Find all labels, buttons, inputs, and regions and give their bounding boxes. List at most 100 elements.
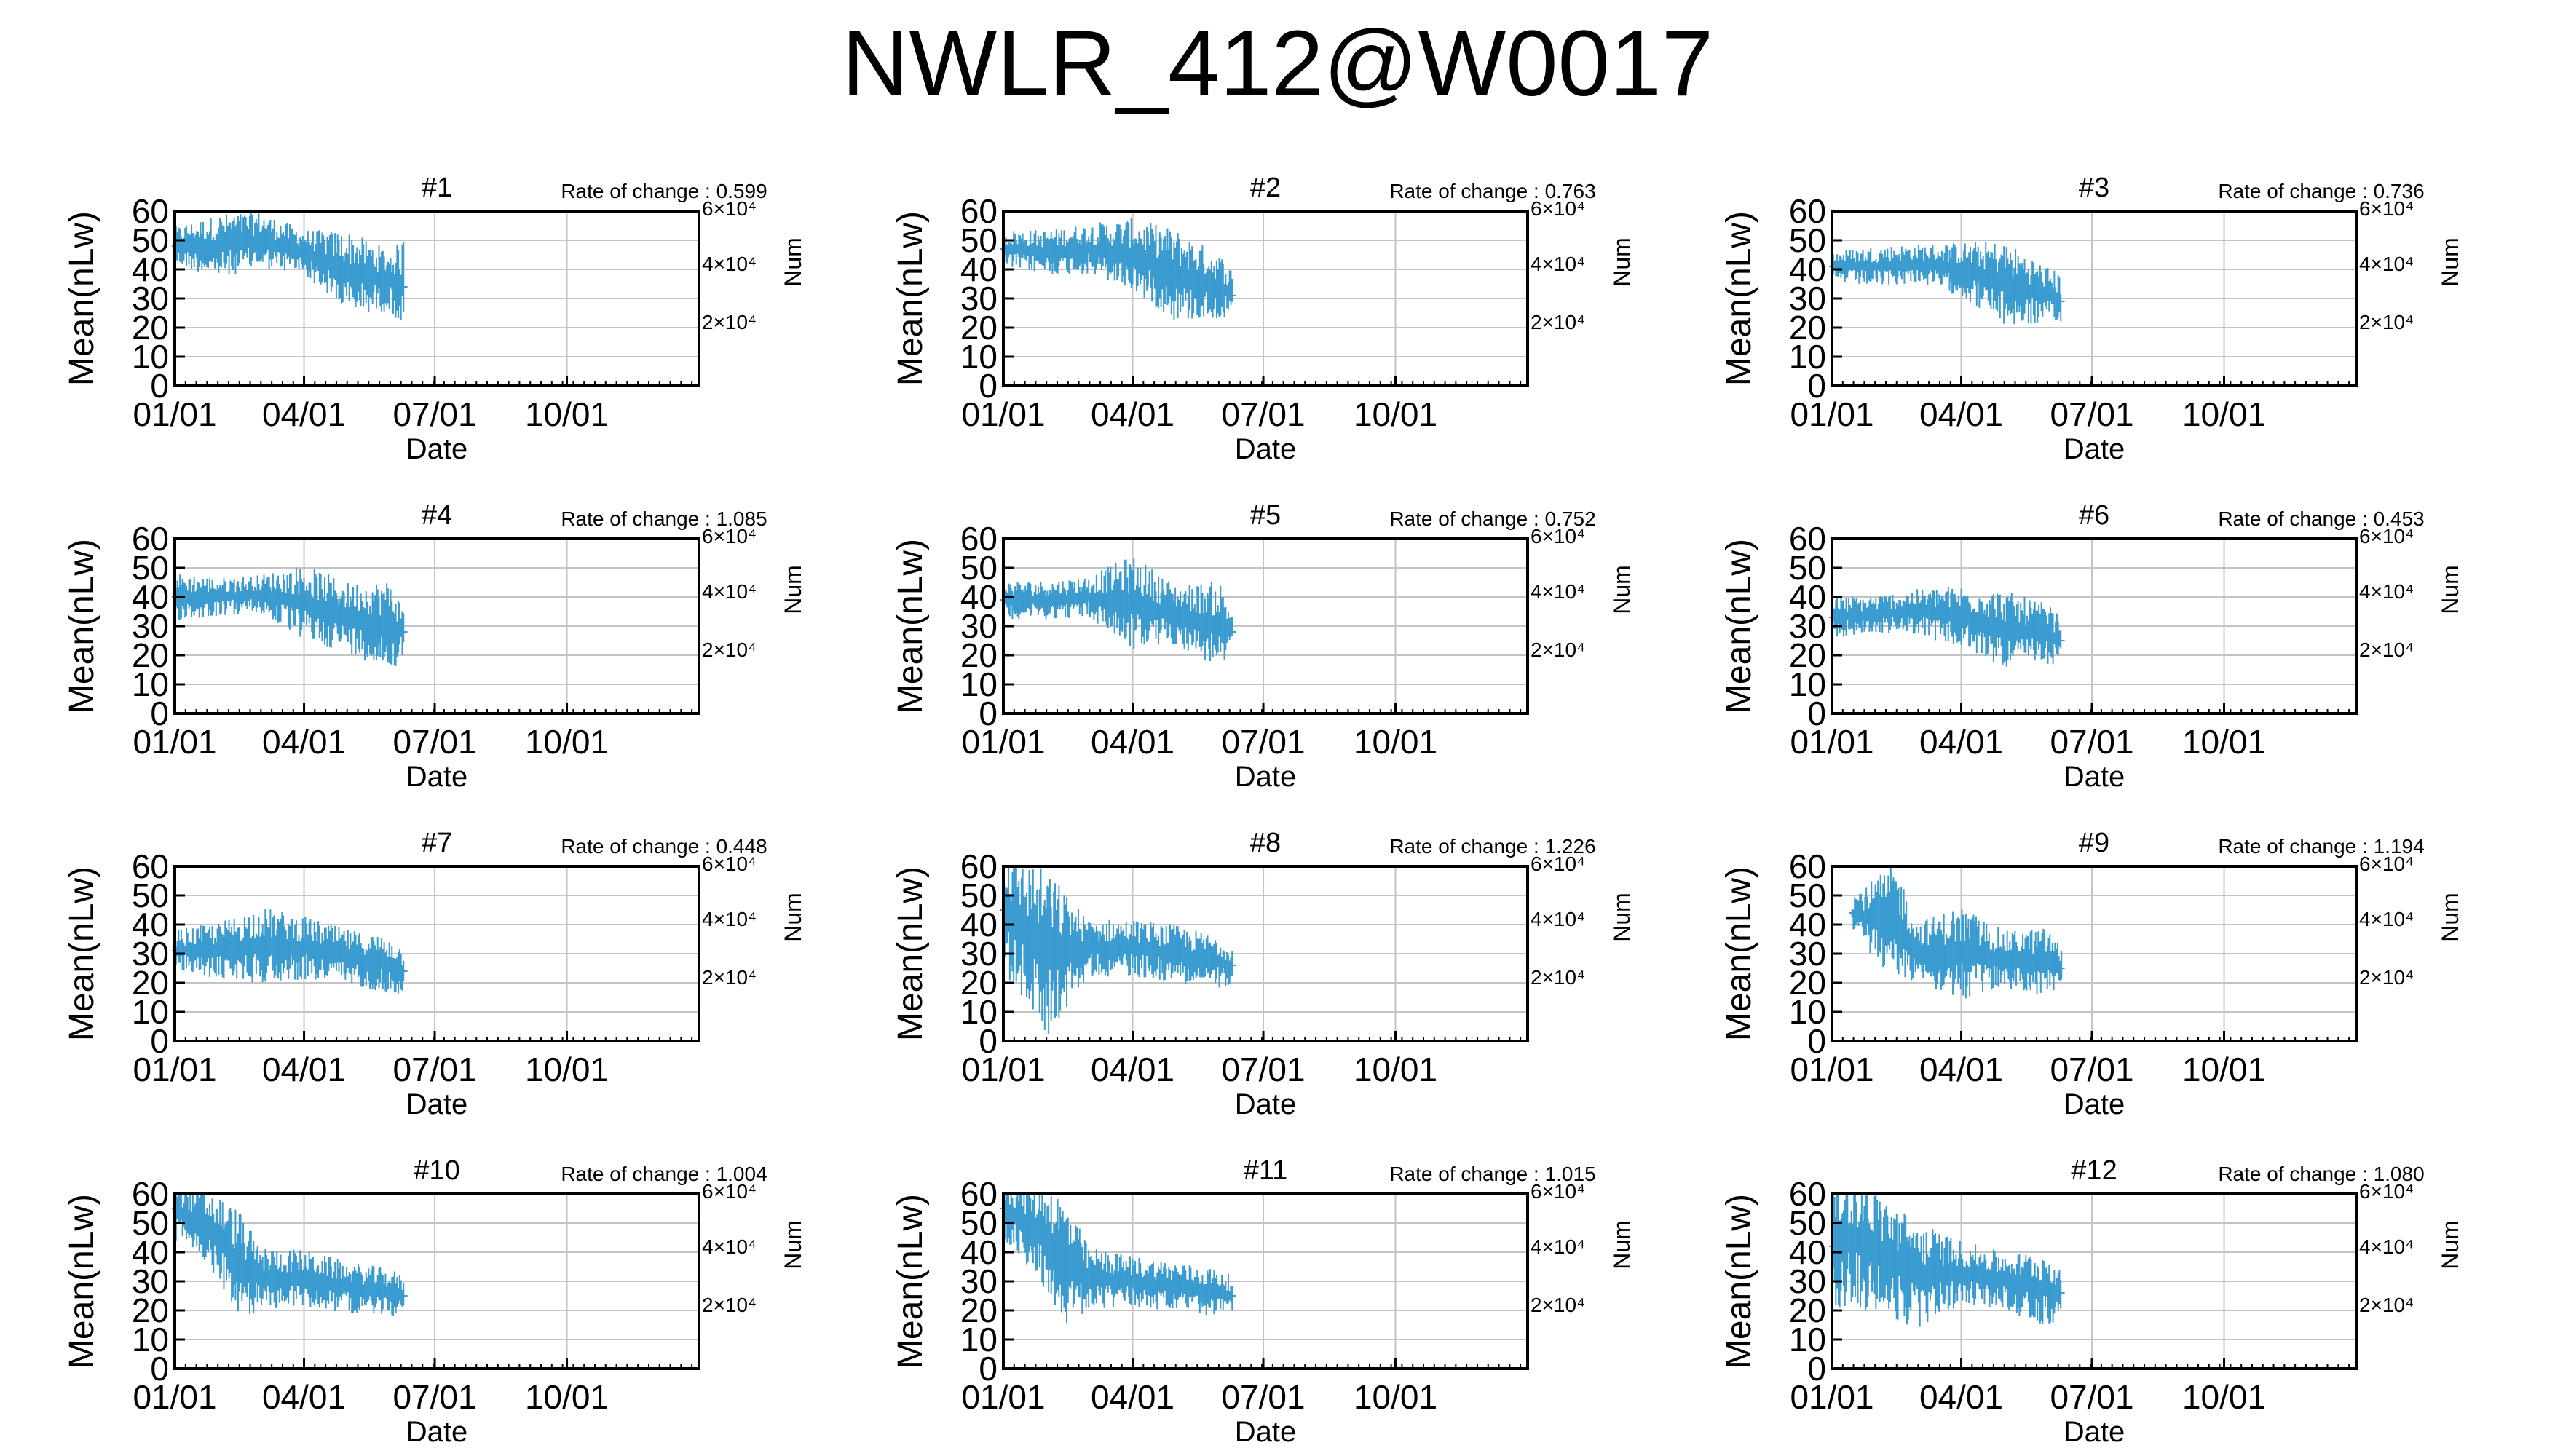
x-tick-label: 10/01 — [1354, 395, 1437, 433]
y-tick-label: 40 — [960, 250, 998, 288]
y-tick-label: 0 — [150, 1022, 169, 1060]
y2-tick-label: 2×10⁴ — [1531, 966, 1585, 989]
y-tick-label: 10 — [132, 338, 169, 376]
y2-tick-label: 2×10⁴ — [702, 966, 757, 989]
y-axis-label: Mean(nLw) — [891, 539, 930, 713]
y2-axis-label: Num — [1608, 1220, 1635, 1270]
y2-tick-label: 6×10⁴ — [1531, 197, 1585, 220]
y-tick-label: 60 — [960, 520, 998, 558]
x-tick-label: 10/01 — [1354, 723, 1437, 761]
y-tick-label: 30 — [132, 280, 169, 317]
x-tick-label: 01/01 — [961, 1051, 1045, 1088]
x-tick-label: 04/01 — [1919, 1051, 2003, 1088]
y-tick-label: 0 — [150, 367, 169, 405]
y-tick-label: 30 — [1789, 935, 1826, 973]
x-axis-label: Date — [406, 1088, 468, 1120]
y2-tick-label: 2×10⁴ — [702, 1294, 757, 1316]
subplot-title: #10 — [414, 1155, 459, 1186]
page-title: NWLR_412@W0017 — [841, 12, 1714, 116]
y2-axis-label: Num — [780, 237, 806, 287]
x-tick-label: 04/01 — [262, 723, 346, 761]
x-tick-label: 01/01 — [1790, 395, 1873, 433]
x-tick-label: 07/01 — [2050, 1378, 2133, 1416]
y2-tick-label: 2×10⁴ — [2359, 1294, 2414, 1316]
y-tick-label: 40 — [960, 1233, 998, 1271]
x-tick-label: 10/01 — [1354, 1378, 1437, 1416]
y-tick-label: 40 — [132, 250, 169, 288]
y-axis-label: Mean(nLw) — [891, 211, 930, 386]
x-tick-label: 07/01 — [392, 723, 476, 761]
y-tick-label: 20 — [960, 636, 998, 674]
x-tick-label: 10/01 — [2182, 395, 2266, 433]
y-tick-label: 50 — [132, 221, 169, 259]
x-tick-label: 04/01 — [262, 1051, 346, 1088]
subplot-title: #9 — [2079, 828, 2109, 858]
y2-tick-label: 4×10⁴ — [2359, 253, 2414, 275]
y-tick-label: 20 — [1789, 964, 1826, 1002]
y-tick-label: 50 — [960, 1204, 998, 1242]
x-tick-label: 04/01 — [262, 1378, 346, 1416]
x-axis-label: Date — [2064, 1088, 2125, 1120]
x-tick-label: 01/01 — [1790, 1378, 1873, 1416]
x-axis-label: Date — [2064, 433, 2125, 465]
y2-tick-label: 4×10⁴ — [2359, 1235, 2414, 1258]
x-tick-label: 07/01 — [392, 1051, 476, 1088]
y-tick-label: 30 — [960, 935, 998, 973]
y-tick-label: 40 — [960, 906, 998, 943]
rate-of-change-label: Rate of change : 1.004 — [561, 1163, 767, 1185]
y-tick-label: 20 — [1789, 1291, 1826, 1329]
y-tick-label: 10 — [960, 665, 998, 703]
y-tick-label: 60 — [132, 847, 169, 885]
rate-of-change-label: Rate of change : 1.015 — [1389, 1163, 1595, 1185]
x-tick-label: 04/01 — [1919, 1378, 2003, 1416]
subplot-title: #3 — [2079, 173, 2109, 203]
y-tick-label: 30 — [1789, 607, 1826, 645]
y-tick-label: 30 — [960, 1262, 998, 1300]
x-tick-label: 01/01 — [133, 1051, 216, 1088]
y-axis-label: Mean(nLw) — [1720, 866, 1758, 1041]
y-tick-label: 40 — [132, 578, 169, 616]
y-tick-label: 60 — [960, 847, 998, 885]
y2-tick-label: 6×10⁴ — [702, 525, 757, 547]
y-tick-label: 0 — [150, 695, 169, 732]
x-axis-label: Date — [406, 1416, 468, 1448]
x-tick-label: 04/01 — [1091, 723, 1174, 761]
x-tick-label: 01/01 — [133, 1378, 216, 1416]
x-tick-label: 04/01 — [1091, 395, 1174, 433]
x-tick-label: 04/01 — [1919, 395, 2003, 433]
y-tick-label: 40 — [960, 578, 998, 616]
y-tick-label: 20 — [960, 964, 998, 1002]
y-tick-label: 0 — [979, 1350, 998, 1388]
x-tick-label: 07/01 — [2050, 723, 2133, 761]
y2-tick-label: 6×10⁴ — [1531, 1180, 1585, 1203]
y2-tick-label: 4×10⁴ — [2359, 908, 2414, 930]
rate-of-change-label: Rate of change : 1.080 — [2218, 1163, 2424, 1185]
y-tick-label: 0 — [1807, 367, 1826, 405]
y2-tick-label: 2×10⁴ — [1531, 638, 1585, 661]
y-tick-label: 50 — [960, 549, 998, 587]
rate-of-change-label: Rate of change : 0.453 — [2218, 507, 2424, 530]
y-tick-label: 0 — [1807, 1022, 1826, 1060]
subplot-title: #6 — [2079, 500, 2109, 531]
y-tick-label: 50 — [1789, 221, 1826, 259]
x-tick-label: 07/01 — [1221, 1378, 1305, 1416]
y2-axis-label: Num — [1608, 565, 1635, 614]
y-tick-label: 0 — [979, 367, 998, 405]
subplot-title: #11 — [1244, 1155, 1288, 1186]
rate-of-change-label: Rate of change : 1.194 — [2218, 835, 2424, 858]
y2-axis-label: Num — [1608, 237, 1635, 287]
y2-tick-label: 4×10⁴ — [1531, 580, 1585, 603]
x-tick-label: 01/01 — [961, 395, 1045, 433]
y2-tick-label: 2×10⁴ — [1531, 311, 1585, 333]
y2-axis-label: Num — [2437, 893, 2463, 942]
y-tick-label: 40 — [1789, 1233, 1826, 1271]
y-axis-label: Mean(nLw) — [891, 1194, 930, 1369]
y-tick-label: 10 — [1789, 993, 1826, 1031]
y-tick-label: 0 — [150, 1350, 169, 1388]
y2-tick-label: 2×10⁴ — [2359, 311, 2414, 333]
